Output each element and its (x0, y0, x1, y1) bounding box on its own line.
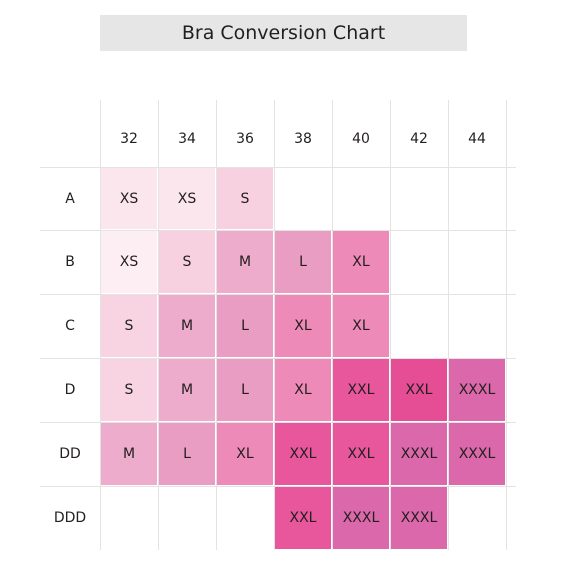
grid-line-vertical (158, 100, 159, 550)
size-cell: XL (217, 423, 273, 485)
size-cell: XXL (391, 359, 447, 421)
grid-line-horizontal (40, 294, 516, 295)
cup-size-header: A (65, 190, 75, 207)
size-cell: XL (333, 295, 389, 357)
chart-title: Bra Conversion Chart (181, 22, 386, 44)
grid-line-vertical (390, 100, 391, 550)
cup-size-header: DDD (53, 510, 87, 526)
size-cell: XL (275, 295, 331, 357)
band-size-header: 32 (120, 130, 138, 147)
band-size-header: 38 (294, 130, 312, 147)
grid-line-horizontal (40, 167, 516, 168)
size-cell: XXL (333, 423, 389, 485)
size-cell: XXL (275, 487, 331, 549)
size-cell: L (217, 295, 273, 357)
grid-line-vertical (448, 100, 449, 550)
size-cell: M (217, 231, 273, 293)
grid-line-vertical (332, 100, 333, 550)
cup-size-header: D (64, 382, 76, 398)
size-cell: M (101, 423, 157, 485)
band-size-header: 40 (352, 130, 370, 147)
size-cell: XXL (333, 359, 389, 421)
size-cell: S (101, 295, 157, 357)
size-cell: XS (101, 231, 157, 293)
grid-line-vertical (506, 100, 507, 550)
band-size-header: 42 (410, 130, 428, 147)
band-size-header: 44 (468, 130, 486, 147)
size-cell: M (159, 295, 215, 357)
band-size-header: 36 (236, 130, 254, 147)
size-cell: XXXL (333, 487, 389, 549)
size-cell: S (159, 231, 215, 293)
size-cell: XXXL (449, 359, 505, 421)
cup-size-header: C (65, 318, 75, 334)
grid-line-horizontal (40, 358, 516, 359)
size-cell: XXXL (391, 423, 447, 485)
grid-line-vertical (100, 100, 101, 550)
grid-line-horizontal (40, 422, 516, 423)
size-cell: M (159, 359, 215, 421)
grid-line-horizontal (40, 486, 516, 487)
size-cell: S (217, 168, 273, 229)
band-size-header: 34 (178, 130, 196, 147)
size-cell: S (101, 359, 157, 421)
size-cell: XL (275, 359, 331, 421)
grid-line-vertical (274, 100, 275, 550)
size-cell: XS (159, 168, 215, 229)
size-cell: XXXL (391, 487, 447, 549)
size-cell: L (159, 423, 215, 485)
size-cell: L (275, 231, 331, 293)
size-cell: XXXL (449, 423, 505, 485)
grid-line-horizontal (40, 230, 516, 231)
size-cell: XL (333, 231, 389, 293)
size-cell: XXL (275, 423, 331, 485)
size-cell: L (217, 359, 273, 421)
chart-title-bar: Bra Conversion Chart (100, 15, 467, 51)
cup-size-header: B (65, 254, 75, 270)
cup-size-header: DD (59, 446, 81, 462)
size-cell: XS (101, 168, 157, 229)
grid-line-vertical (216, 100, 217, 550)
